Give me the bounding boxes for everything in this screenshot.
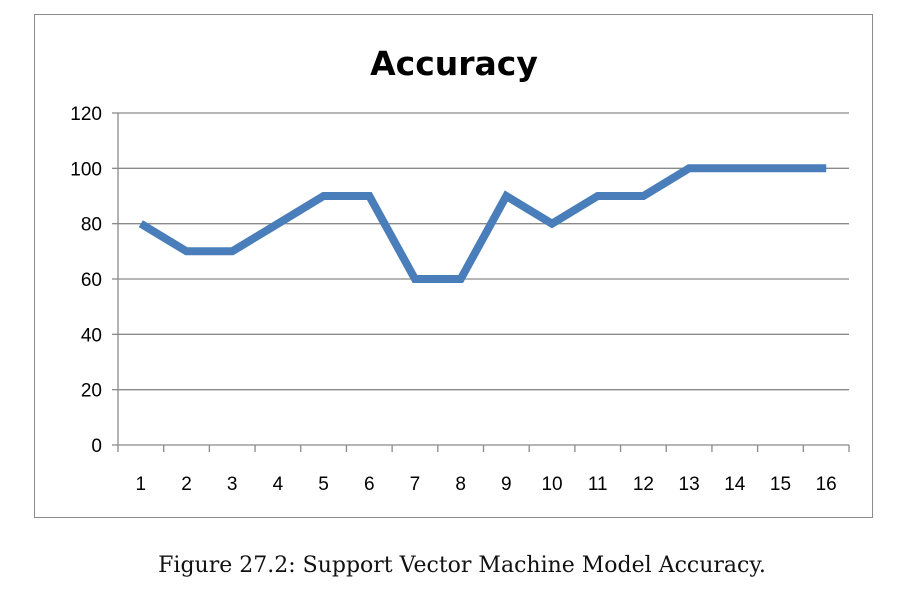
x-tick-label: 9 — [501, 474, 512, 495]
y-tick-label: 60 — [81, 270, 102, 291]
y-tick-label: 0 — [91, 436, 102, 457]
x-tick-label: 2 — [181, 474, 192, 495]
y-tick-label: 40 — [81, 325, 102, 346]
y-tick-label: 120 — [70, 104, 102, 125]
x-tick-label: 16 — [816, 474, 837, 495]
chart-frame: Accuracy 0 20 40 60 80 100 120 1 2 3 4 5 6 7 8 9 10 11 12 13… — [34, 14, 873, 518]
x-tick-label: 10 — [541, 474, 562, 495]
x-tick-label: 11 — [588, 474, 608, 495]
x-tick-label: 13 — [679, 474, 700, 495]
x-tick-label: 6 — [364, 474, 375, 495]
y-tick-label: 20 — [81, 381, 102, 402]
x-tick-label: 4 — [273, 474, 284, 495]
x-tick-label: 8 — [455, 474, 466, 495]
series-line-accuracy — [138, 164, 827, 283]
x-tick-label: 7 — [410, 474, 421, 495]
x-tick-label: 5 — [318, 474, 329, 495]
x-tick-label: 1 — [136, 474, 147, 495]
x-tick-label: 14 — [724, 474, 746, 495]
chart-title: Accuracy — [370, 44, 538, 83]
x-tick-label: 15 — [770, 474, 791, 495]
x-tick-label: 12 — [633, 474, 654, 495]
y-tick-label: 100 — [70, 159, 102, 180]
x-tick-label: 3 — [227, 474, 238, 495]
y-tick-label: 80 — [81, 215, 102, 236]
figure-caption: Figure 27.2: Support Vector Machine Mode… — [158, 553, 766, 578]
